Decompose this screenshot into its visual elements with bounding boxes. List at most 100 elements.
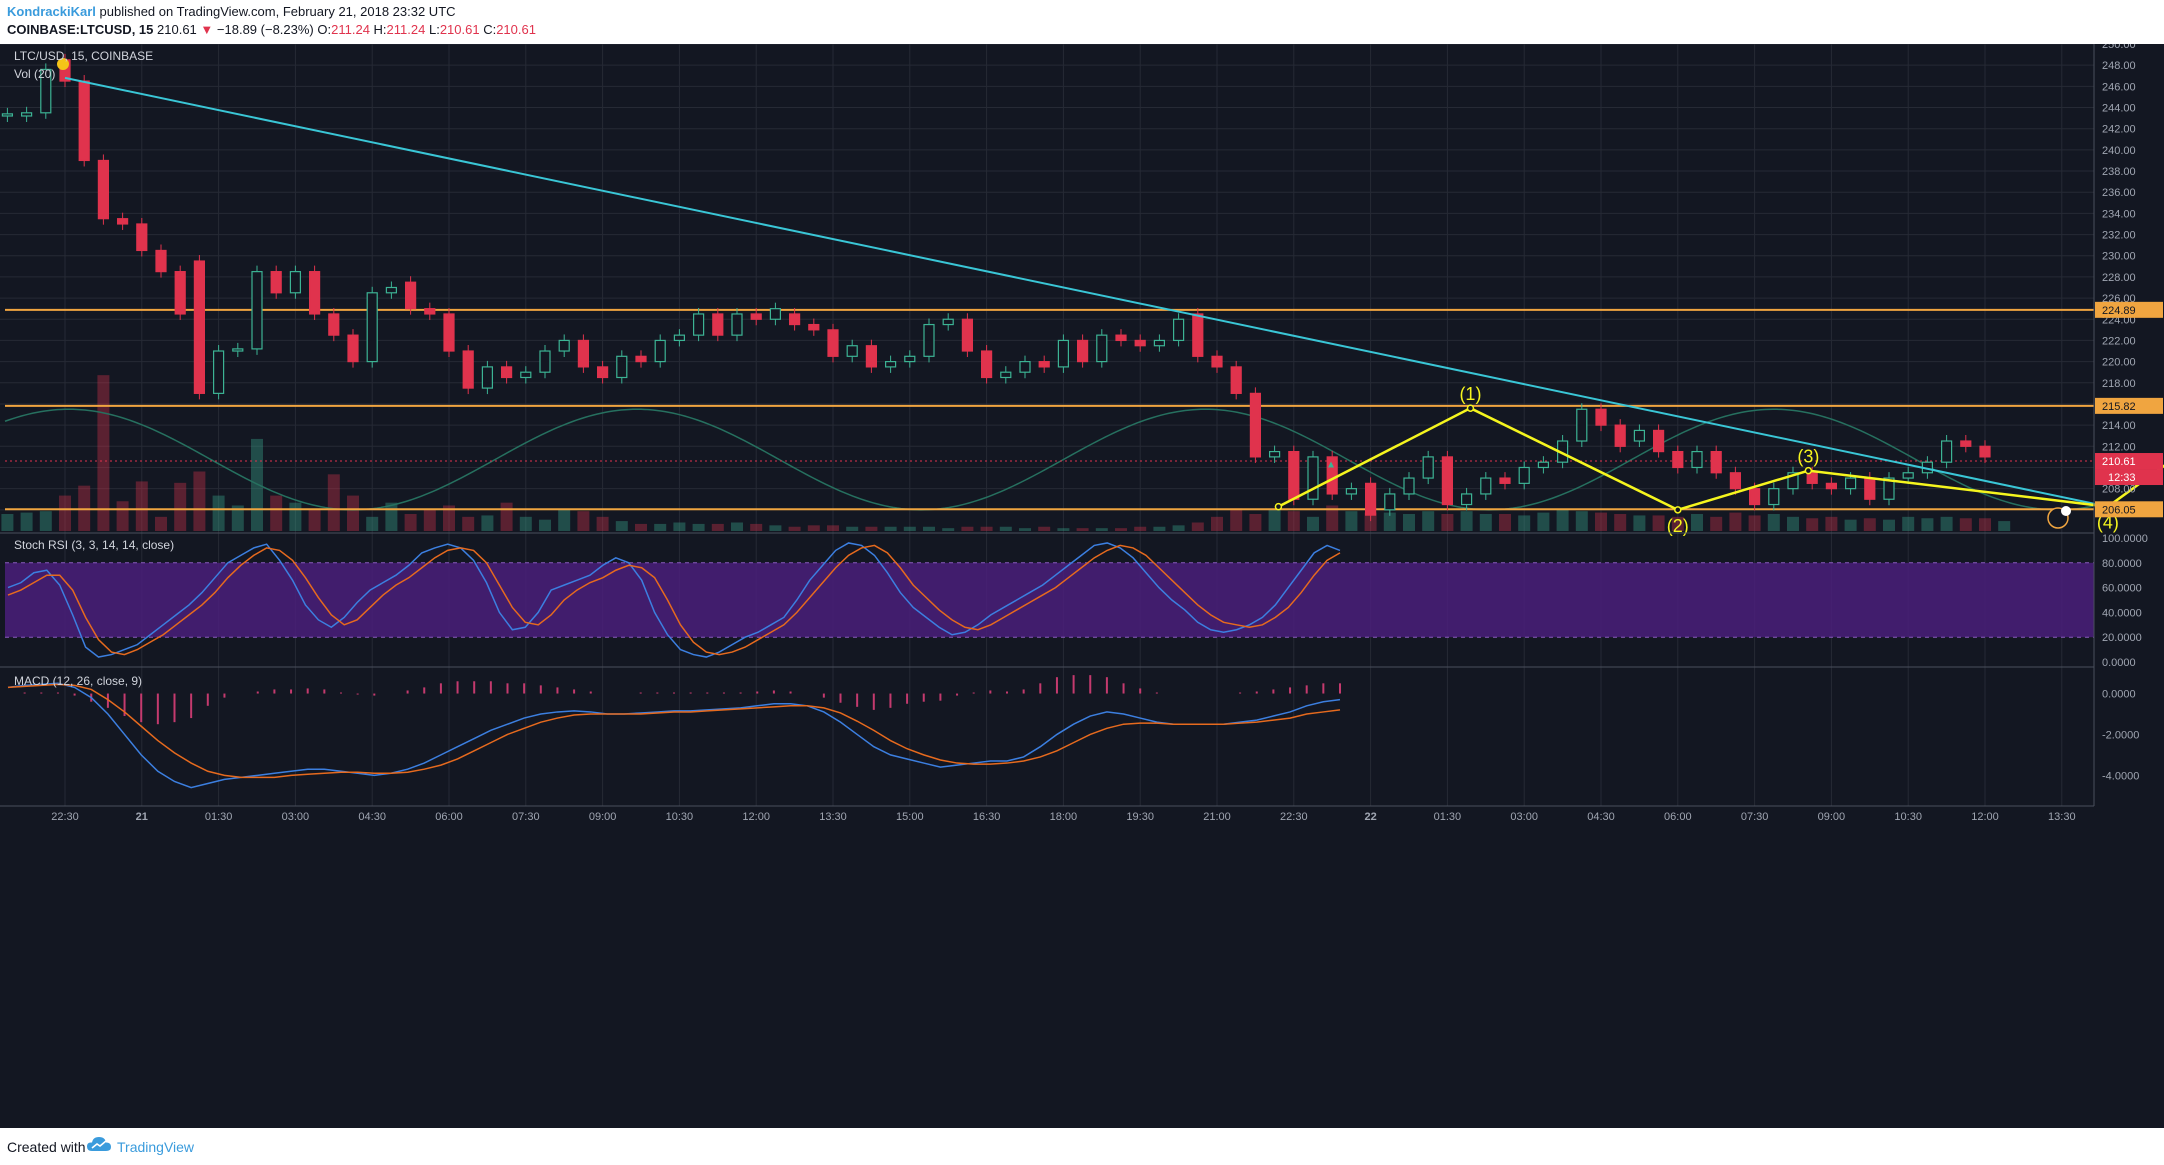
candle[interactable] (1614, 424, 1626, 447)
candle[interactable] (193, 260, 205, 394)
earnings-marker-icon[interactable] (57, 58, 69, 71)
candle[interactable] (1096, 334, 1108, 363)
price-pane[interactable]: (1)(2)(3)(4)(5)LTC/USD, 15, COINBASEVol … (0, 49, 2164, 536)
candle[interactable] (1902, 472, 1914, 479)
candle[interactable] (1710, 450, 1722, 474)
candle[interactable] (1, 113, 14, 117)
candle[interactable] (213, 350, 225, 394)
candle[interactable] (1652, 429, 1665, 453)
candle[interactable] (961, 318, 974, 352)
candle[interactable] (1460, 493, 1473, 506)
chart-axes[interactable]: 22:30 21 01:30 03:00 04:30 06:00 07:30 09:00 10:… (0, 44, 2163, 823)
candle[interactable] (1480, 477, 1492, 495)
candle[interactable] (904, 355, 916, 363)
candle[interactable] (174, 271, 186, 315)
candle[interactable] (443, 313, 455, 352)
candle[interactable] (1326, 456, 1338, 495)
candle[interactable] (750, 313, 762, 320)
stoch-rsi-pane[interactable]: Stoch RSI (3, 3, 14, 14, close) (5, 538, 2094, 658)
candle[interactable] (1748, 488, 1761, 506)
candle[interactable] (942, 318, 954, 326)
tradingview-link[interactable]: TradingView (117, 1139, 195, 1155)
candle[interactable] (1172, 318, 1185, 342)
candle[interactable] (539, 350, 551, 373)
candle[interactable] (1230, 366, 1242, 394)
candle[interactable] (347, 334, 359, 363)
candle[interactable] (232, 348, 244, 352)
candle[interactable] (424, 308, 436, 315)
candle[interactable] (865, 345, 878, 368)
candle[interactable] (616, 355, 628, 379)
candle[interactable] (1825, 482, 1838, 490)
candle[interactable] (1422, 456, 1434, 479)
candle[interactable] (1768, 488, 1780, 506)
candle[interactable] (21, 112, 33, 117)
candle[interactable] (116, 218, 129, 225)
candle[interactable] (270, 271, 282, 294)
candle[interactable] (1211, 355, 1223, 368)
candle[interactable] (1787, 472, 1799, 490)
candle[interactable] (1499, 477, 1511, 484)
candle[interactable] (923, 323, 935, 357)
candle[interactable] (251, 271, 263, 350)
candle[interactable] (1940, 440, 1953, 463)
candle[interactable] (1364, 482, 1377, 516)
wave-point[interactable] (1274, 502, 1283, 511)
candle[interactable] (827, 329, 839, 357)
candle[interactable] (558, 339, 570, 352)
candle[interactable] (1844, 477, 1857, 490)
candle[interactable] (1153, 339, 1166, 347)
candle[interactable] (501, 366, 513, 379)
candle[interactable] (1403, 477, 1415, 495)
candle[interactable] (884, 361, 897, 368)
candle[interactable] (635, 355, 647, 363)
author-link[interactable]: KondrackiKarl (7, 4, 96, 19)
candle[interactable] (1729, 472, 1742, 490)
candle[interactable] (846, 345, 858, 357)
candle[interactable] (328, 313, 340, 336)
candle[interactable] (1249, 392, 1262, 458)
candle[interactable] (1057, 339, 1070, 368)
candle[interactable] (1019, 361, 1031, 373)
trendline[interactable] (64, 76, 2109, 508)
candle[interactable] (385, 286, 397, 294)
candle[interactable] (1076, 339, 1089, 363)
candle[interactable] (1345, 488, 1358, 495)
candle[interactable] (577, 339, 590, 368)
candle[interactable] (309, 271, 321, 315)
candle[interactable] (1960, 440, 1972, 447)
candle[interactable] (155, 249, 167, 273)
candle[interactable] (1979, 445, 1991, 458)
candle[interactable] (289, 271, 301, 294)
candle[interactable] (1038, 361, 1050, 368)
candle[interactable] (980, 350, 993, 379)
tradingview-cloud-icon[interactable] (86, 1135, 112, 1155)
candle[interactable] (654, 339, 666, 363)
candle[interactable] (136, 223, 148, 252)
candle[interactable] (1192, 313, 1204, 357)
candle[interactable] (1384, 493, 1396, 511)
candle[interactable] (1518, 466, 1530, 484)
candle[interactable] (596, 366, 609, 379)
candle[interactable] (78, 80, 90, 162)
candle[interactable] (788, 313, 801, 326)
candle[interactable] (1691, 450, 1703, 469)
candle[interactable] (1000, 371, 1012, 379)
chart-canvas[interactable]: (1)(2)(3)(4)(5)LTC/USD, 15, COINBASEVol … (0, 44, 2164, 1128)
wave-point[interactable] (1466, 404, 1475, 412)
candle[interactable] (808, 323, 820, 331)
candle[interactable] (1268, 450, 1281, 458)
candle[interactable] (1134, 339, 1146, 347)
candle[interactable] (462, 350, 474, 389)
wave-point[interactable] (1804, 466, 1813, 475)
candle[interactable] (366, 292, 378, 363)
candle[interactable] (712, 313, 724, 336)
candle[interactable] (673, 334, 686, 342)
candle[interactable] (97, 159, 110, 220)
candle[interactable] (1576, 408, 1588, 442)
candle[interactable] (1672, 450, 1684, 469)
candle[interactable] (769, 308, 782, 320)
macd-pane[interactable]: MACD (12, 26, close, 9) (7, 674, 1341, 789)
candle[interactable] (1288, 450, 1300, 500)
candle[interactable] (1883, 477, 1895, 500)
